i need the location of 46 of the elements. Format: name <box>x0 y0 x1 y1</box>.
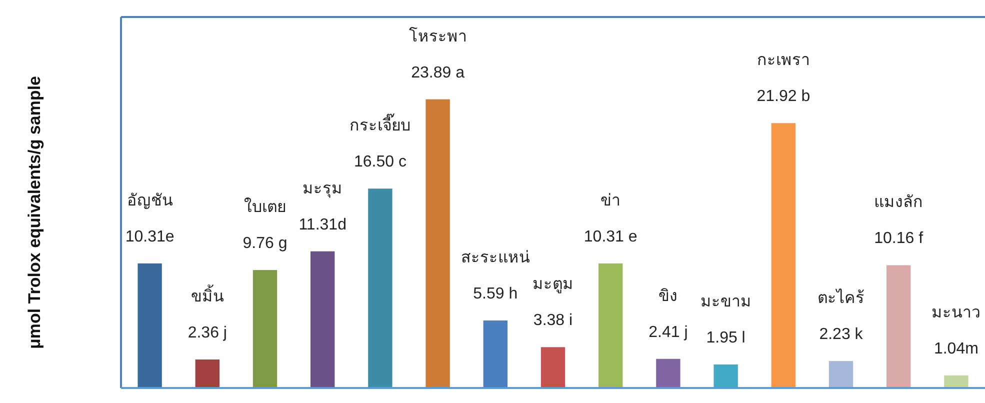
x-tick-label: มะรุม <box>302 180 343 198</box>
x-tick-label: กะเพรา <box>756 52 810 70</box>
bar <box>540 347 566 388</box>
x-tick-label: สะระแหน่ <box>460 249 530 266</box>
data-label: 21.92 b <box>756 88 810 106</box>
x-tick-label: มะตูม <box>532 276 574 294</box>
data-label: 23.89 a <box>411 64 465 82</box>
x-tick-label: แมงลัก <box>874 194 924 212</box>
bar <box>598 263 623 388</box>
bar <box>886 265 911 388</box>
data-label: 9.76 g <box>242 235 288 252</box>
bar <box>828 361 854 388</box>
x-tick-label: มะขาม <box>700 293 752 310</box>
x-tick-label: โหระพา <box>408 26 467 46</box>
bar <box>771 123 796 388</box>
bar <box>368 188 392 388</box>
bar <box>944 375 968 388</box>
bar <box>195 359 220 388</box>
data-label: 10.31 e <box>584 228 638 246</box>
data-label: 2.23 k <box>819 326 864 344</box>
data-label: 2.36 j <box>188 324 227 342</box>
data-label: 1.95 l <box>706 329 746 346</box>
x-tick-label: ขมิ้น <box>190 284 224 306</box>
data-label: 10.31e <box>125 228 174 246</box>
x-tick-label: มะนาว <box>932 304 981 322</box>
x-tick-label: กระเจี๊ยบ <box>350 114 411 135</box>
data-label: 3.38 i <box>533 312 573 330</box>
bar <box>714 364 738 388</box>
bar <box>252 270 278 388</box>
y-axis-title: μmol Trolox equivalents/g sample <box>25 76 44 350</box>
x-tick-label: ข่า <box>600 192 621 210</box>
data-label: 10.16 f <box>874 230 924 248</box>
data-label: 1.04m <box>934 340 978 358</box>
bar <box>310 251 335 388</box>
bar <box>426 99 450 388</box>
bar <box>656 358 680 388</box>
bar <box>138 263 162 388</box>
data-label: 16.50 c <box>354 154 406 171</box>
bar <box>483 320 508 388</box>
x-tick-label: ใบเตย <box>244 197 286 216</box>
data-label: 11.31d <box>298 216 346 234</box>
x-tick-label: ตะไคร้ <box>818 288 864 308</box>
data-label: 5.59 h <box>473 285 518 302</box>
x-tick-label: ขิง <box>658 288 678 305</box>
x-tick-label: อัญชัน <box>126 192 173 210</box>
data-label: 2.41 j <box>648 324 688 341</box>
